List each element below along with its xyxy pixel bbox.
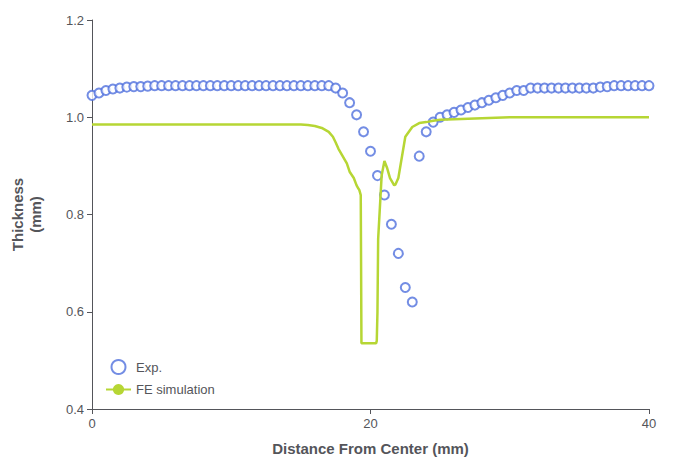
svg-text:Exp.: Exp. — [136, 360, 162, 375]
svg-text:0.4: 0.4 — [66, 402, 84, 417]
svg-text:40: 40 — [642, 416, 656, 431]
svg-text:(mm): (mm) — [27, 196, 44, 233]
svg-text:0.6: 0.6 — [66, 304, 84, 319]
svg-text:1.0: 1.0 — [66, 110, 84, 125]
svg-text:0: 0 — [88, 416, 95, 431]
svg-text:FE simulation: FE simulation — [136, 382, 215, 397]
svg-text:Distance From Center (mm): Distance From Center (mm) — [272, 440, 469, 457]
svg-text:Thickness: Thickness — [9, 178, 26, 251]
svg-text:20: 20 — [363, 416, 377, 431]
svg-text:1.2: 1.2 — [66, 13, 84, 28]
svg-text:0.8: 0.8 — [66, 207, 84, 222]
